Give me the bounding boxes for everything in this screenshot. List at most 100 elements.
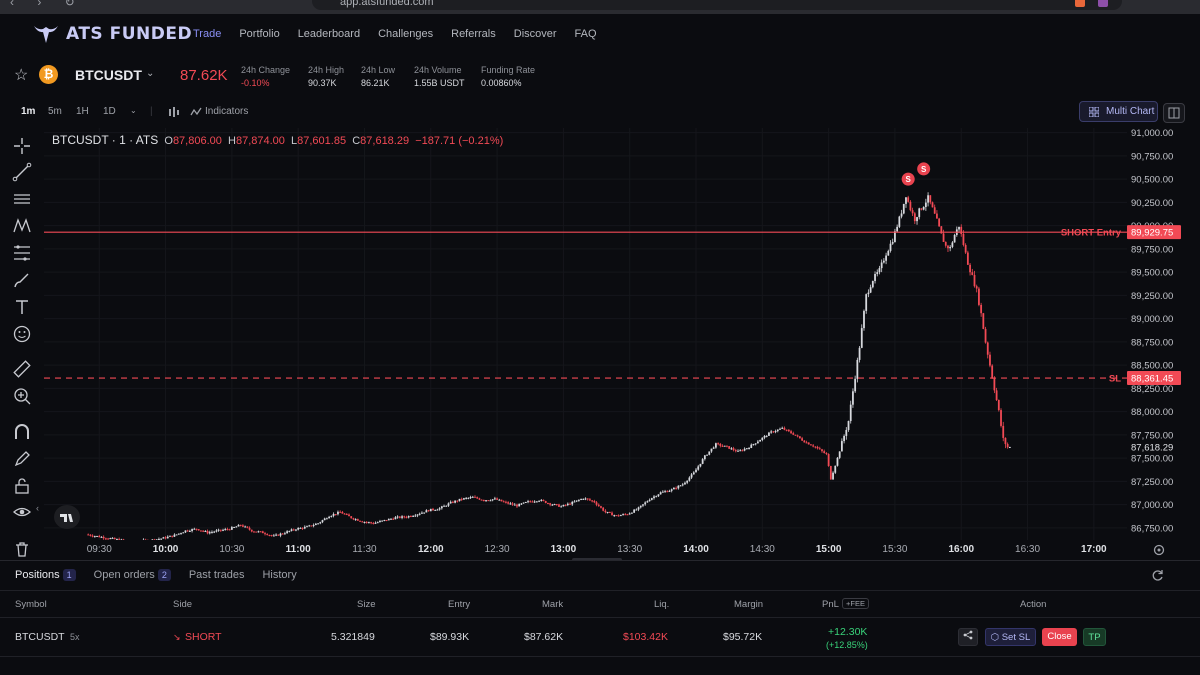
time-axis[interactable]: 09:30 10:00 10:30 11:00 11:30 12:00 12:30 13:00… [44,540,1127,558]
candle-body [505,502,507,503]
candle-body [94,536,96,537]
address-bar[interactable]: app.atsfunded.com [312,0,1122,10]
text-icon[interactable] [12,297,32,317]
timeframe-1h[interactable]: 1H [76,106,89,117]
collapse-arrow-icon[interactable]: ‹ [36,503,39,513]
tab-open-orders[interactable]: Open orders 2 [94,569,171,581]
nav-referrals[interactable]: Referrals [451,28,496,40]
take-profit-button[interactable]: TP [1083,628,1106,646]
candle-body [673,488,675,489]
magnet-icon[interactable] [12,422,32,442]
timeframe-1m[interactable]: 1m [21,106,35,117]
set-sl-button[interactable]: ⬡ Set SL [985,628,1036,646]
fib-icon[interactable] [12,243,32,263]
brush-icon[interactable] [12,270,32,290]
candle-body [262,531,264,533]
timeframe-chevron-icon[interactable]: ⌄ [130,106,137,115]
candle-body [311,525,313,526]
indicators-button[interactable]: Indicators [205,106,248,117]
chart-canvas[interactable]: SHORT Entry SL SS [44,128,1127,540]
tab-past-trades[interactable]: Past trades [189,569,245,581]
candle-body [890,244,892,251]
panel-toggle-button[interactable] [1163,103,1185,123]
nav-discover[interactable]: Discover [514,28,557,40]
nav-faq[interactable]: FAQ [575,28,597,40]
symbol-selector[interactable]: BTCUSDT [75,67,142,83]
candle-body [474,497,476,498]
candle-body [938,219,940,227]
price-chart[interactable]: SHORT Entry SL S S [44,128,1127,540]
eye-icon[interactable] [12,502,32,522]
price-axis[interactable]: 91,000.0090,750.0090,500.0090,250.0090,0… [1127,124,1200,540]
price-tick-label: 88,750.00 [1131,337,1173,348]
multi-chart-button[interactable]: Multi Chart [1079,101,1158,122]
tab-positions[interactable]: Positions 1 [15,569,76,581]
trend-line-icon[interactable] [12,162,32,182]
candle-body [507,502,509,503]
candle-body [934,207,936,213]
brand-logo[interactable]: ATS FUNDED [32,23,192,45]
tradingview-logo[interactable] [54,505,80,529]
price-tick-label: 89,500.00 [1131,268,1173,279]
candle-body [967,253,969,265]
candle-body [319,522,321,523]
candle-body [518,504,520,507]
candle-type-icon[interactable] [168,106,180,118]
favorite-star-icon[interactable]: ☆ [14,65,28,85]
chart-toolbar: 1m 5m 1H 1D ⌄ | Indicators [0,100,1200,124]
position-symbol[interactable]: BTCUSDT [15,631,65,643]
refresh-icon[interactable] [1151,569,1164,582]
candle-body [339,512,341,513]
horizontal-lines-icon[interactable] [12,189,32,209]
position-size: 5.321849 [331,631,375,643]
bull-icon [32,23,60,45]
candle-body [98,536,100,537]
trash-icon[interactable] [12,539,32,559]
close-position-button[interactable]: Close [1042,628,1077,646]
pattern-icon[interactable] [12,216,32,236]
lock-icon[interactable] [12,476,32,496]
grid-icon [1089,107,1099,117]
candle-body [218,530,220,531]
candle-body [868,293,870,295]
pnl-fee-toggle[interactable]: +FEE [842,598,869,609]
candle-body [898,217,900,227]
brave-icon[interactable] [1075,0,1085,7]
candle-body [178,534,180,535]
nav-challenges[interactable]: Challenges [378,28,433,40]
position-entry: $89.93K [430,631,469,643]
nav-trade[interactable]: Trade [193,28,221,40]
timeframe-1d[interactable]: 1D [103,106,116,117]
candle-body [191,529,193,531]
candle-body [585,498,587,499]
crosshair-icon[interactable] [12,136,32,156]
indicators-icon[interactable] [190,106,202,118]
price-tick-label: 87,000.00 [1131,500,1173,511]
extension-icon[interactable] [1098,0,1108,7]
candle-body [448,503,450,505]
candle-body [167,537,169,539]
chart-settings-icon[interactable] [1152,543,1166,557]
candle-body [620,515,622,516]
zoom-in-icon[interactable] [12,386,32,406]
emoji-icon[interactable] [12,324,32,344]
sidebar-icon [1164,104,1184,122]
share-button[interactable] [958,628,978,646]
tab-history[interactable]: History [262,569,296,581]
candle-body [112,538,114,539]
candle-body [366,522,368,523]
browser-nav-icons[interactable]: ‹ › ↻ [10,0,85,9]
toolbar-separator: | [150,106,153,117]
nav-portfolio[interactable]: Portfolio [239,28,279,40]
chevron-down-icon[interactable]: ⌄ [146,68,154,79]
col-entry: Entry [448,599,470,610]
timeframe-5m[interactable]: 5m [48,106,62,117]
lock-pencil-icon[interactable] [12,449,32,469]
candle-body [856,360,858,379]
candle-body [817,447,819,448]
candle-body [635,510,637,511]
candle-body [633,510,635,513]
ruler-icon[interactable] [12,359,32,379]
nav-leaderboard[interactable]: Leaderboard [298,28,360,40]
candle-body [459,499,461,501]
